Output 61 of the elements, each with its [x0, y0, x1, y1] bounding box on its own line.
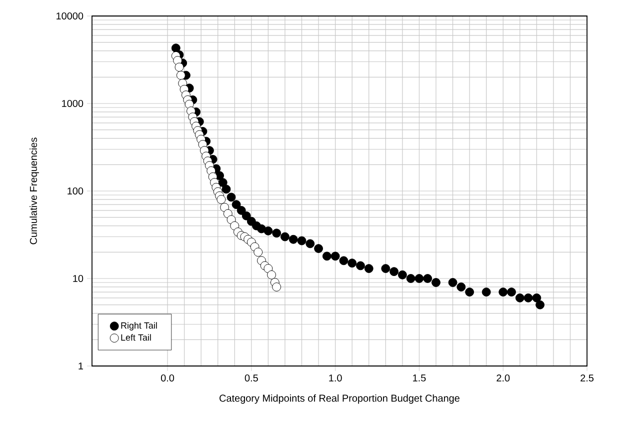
point	[398, 270, 407, 280]
point	[406, 274, 416, 283]
point	[456, 282, 466, 292]
point	[232, 200, 241, 210]
point	[297, 236, 306, 246]
y-axis-title: Cumulative Frequencies	[30, 138, 39, 244]
point	[364, 264, 374, 273]
x-tick-label: 1.5	[413, 374, 426, 382]
point	[482, 288, 491, 297]
point	[322, 252, 332, 261]
point	[254, 248, 263, 257]
point	[448, 278, 458, 287]
point	[515, 293, 524, 302]
point	[257, 224, 266, 234]
point	[171, 44, 180, 53]
point	[465, 288, 474, 297]
y-tick-label: 1000	[62, 100, 84, 108]
point	[498, 288, 508, 297]
y-tick-label: 10000	[56, 12, 84, 20]
point	[532, 293, 542, 302]
point	[242, 211, 251, 220]
point	[220, 202, 230, 212]
point	[173, 56, 182, 65]
point	[381, 264, 390, 273]
point	[356, 261, 365, 270]
y-tick-label: 10	[73, 274, 84, 282]
point	[222, 184, 231, 194]
point	[174, 62, 184, 72]
legend-label: Right Tail	[121, 322, 157, 330]
point	[236, 206, 246, 215]
x-tick-label: 0.5	[244, 374, 258, 382]
point	[176, 70, 186, 80]
point	[536, 300, 544, 310]
point	[288, 234, 298, 244]
point	[414, 274, 424, 283]
y-tick-label: 1	[78, 362, 84, 370]
point	[264, 226, 273, 236]
point	[264, 264, 273, 273]
point	[507, 288, 516, 297]
point	[348, 258, 357, 268]
point	[267, 270, 276, 280]
x-tick-label: 0.0	[160, 374, 174, 382]
point	[272, 228, 282, 238]
point	[216, 195, 226, 204]
point	[306, 239, 315, 248]
x-tick-label: 2.0	[496, 374, 510, 382]
x-tick-label: 2.5	[580, 374, 594, 382]
point	[524, 293, 533, 302]
point	[432, 278, 440, 287]
point	[314, 244, 323, 253]
point	[226, 192, 236, 202]
legend-label: Left Tail	[121, 334, 151, 341]
point	[339, 256, 348, 266]
point	[272, 282, 282, 292]
point	[280, 232, 290, 242]
x-tick-label: 1.0	[329, 374, 342, 382]
x-axis-title: Category Midpoints of Real Proportion Budget Change	[220, 394, 460, 404]
point	[330, 252, 340, 261]
point	[423, 274, 432, 283]
point	[390, 267, 398, 276]
y-tick-label: 100	[68, 187, 84, 195]
